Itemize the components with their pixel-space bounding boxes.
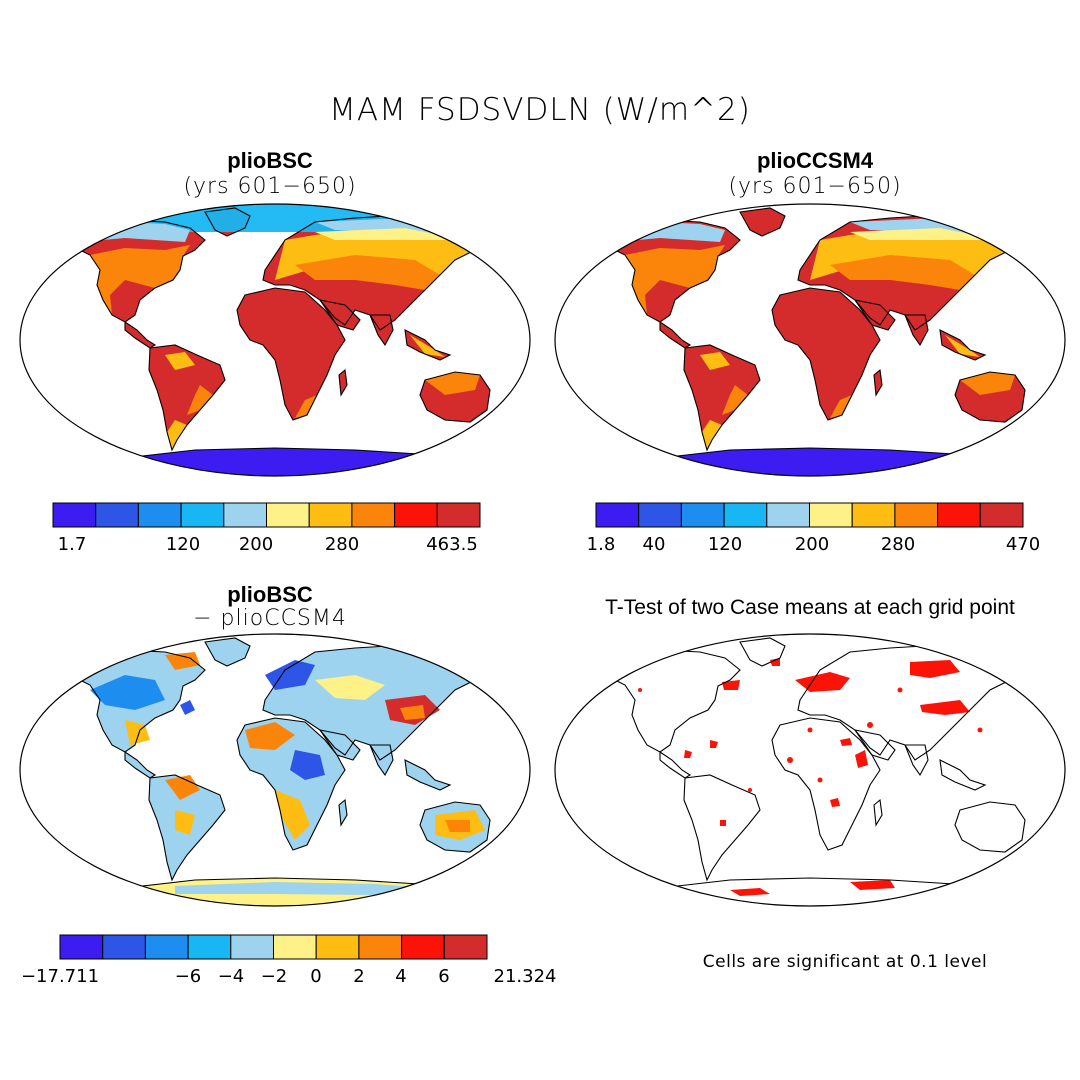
colorbar-label: 200 [239, 534, 273, 555]
panel-title-br: T-Test of two Case means at each grid po… [605, 596, 1015, 619]
colorbar-label: 6 [438, 966, 449, 987]
colorbar-swatch [680, 502, 725, 528]
panel-subtitle-tr: (yrs 601−650) [728, 174, 902, 199]
colorbar-swatch [187, 934, 232, 960]
colorbar-swatch [308, 502, 353, 528]
colorbar-swatch [144, 934, 189, 960]
colorbar-swatch [358, 934, 403, 960]
colorbar-swatch [266, 502, 310, 528]
colorbar-swatch [595, 502, 640, 528]
colorbar-label: 21.324 [494, 966, 557, 987]
map-ttest [554, 633, 1066, 907]
colorbar-label: −4 [218, 966, 245, 987]
figure-title: MAM FSDSVDLN (W/m^2) [329, 92, 751, 128]
colorbar-label: 280 [325, 534, 359, 555]
panel-title-bl: plioBSC [227, 582, 313, 607]
colorbar-swatch [766, 502, 810, 528]
colorbar-label: 280 [881, 534, 915, 555]
colorbar-swatch [137, 502, 182, 528]
colorbar-swatch [851, 502, 896, 528]
colorbar-swatch [315, 934, 360, 960]
colorbar-label: 1.8 [587, 534, 616, 555]
colorbar-swatch [436, 502, 481, 528]
colorbar-swatch [723, 502, 768, 528]
colorbar-swatch [401, 934, 445, 960]
colorbar-swatch [180, 502, 225, 528]
colorbar-swatch [809, 502, 853, 528]
colorbar-swatch [443, 934, 488, 960]
colorbar-label: 2 [353, 966, 364, 987]
colorbar-label: 4 [395, 966, 406, 987]
colorbar-label: 463.5 [426, 534, 478, 555]
significance-note: Cells are significant at 0.1 level [702, 952, 988, 972]
colorbar-label: −17.711 [21, 966, 99, 987]
colorbar-swatch [223, 502, 268, 528]
colorbar-swatch [394, 502, 438, 528]
colorbar-pliocssm4: 1.8 40 120 200 280 470 [587, 502, 1040, 555]
colorbar-swatch [894, 502, 939, 528]
colorbar-swatch [937, 502, 981, 528]
panel-subtitle-bl: − plioCCSM4 [193, 606, 347, 631]
map-difference [19, 633, 531, 907]
colorbar-swatch [59, 934, 104, 960]
map-pliobsc [19, 203, 531, 477]
panel-subtitle-tl: (yrs 601−650) [183, 174, 357, 199]
panel-title-tl: plioBSC [227, 148, 313, 173]
colorbar-label: −2 [261, 966, 288, 987]
colorbar-swatch [52, 502, 97, 528]
colorbar-swatch [351, 502, 396, 528]
colorbar-label: 120 [708, 534, 742, 555]
colorbar-difference: −17.711 −6 −4 −2 0 2 4 6 21.324 [21, 934, 557, 987]
colorbar-swatch [230, 934, 275, 960]
panel-title-tr: plioCCSM4 [756, 148, 874, 173]
colorbar-swatch [273, 934, 317, 960]
colorbar-pliobsc: 1.7 120 200 280 463.5 [52, 502, 481, 555]
map-pliocssm4 [554, 203, 1066, 477]
colorbar-label: 0 [310, 966, 321, 987]
colorbar-label: 470 [1006, 534, 1040, 555]
colorbar-swatch [102, 934, 146, 960]
colorbar-label: 40 [643, 534, 666, 555]
colorbar-label: 1.7 [58, 534, 87, 555]
colorbar-swatch [95, 502, 139, 528]
colorbar-label: 200 [795, 534, 829, 555]
colorbar-swatch [638, 502, 682, 528]
colorbar-swatch [979, 502, 1024, 528]
colorbar-label: −6 [175, 966, 202, 987]
colorbar-label: 120 [166, 534, 200, 555]
